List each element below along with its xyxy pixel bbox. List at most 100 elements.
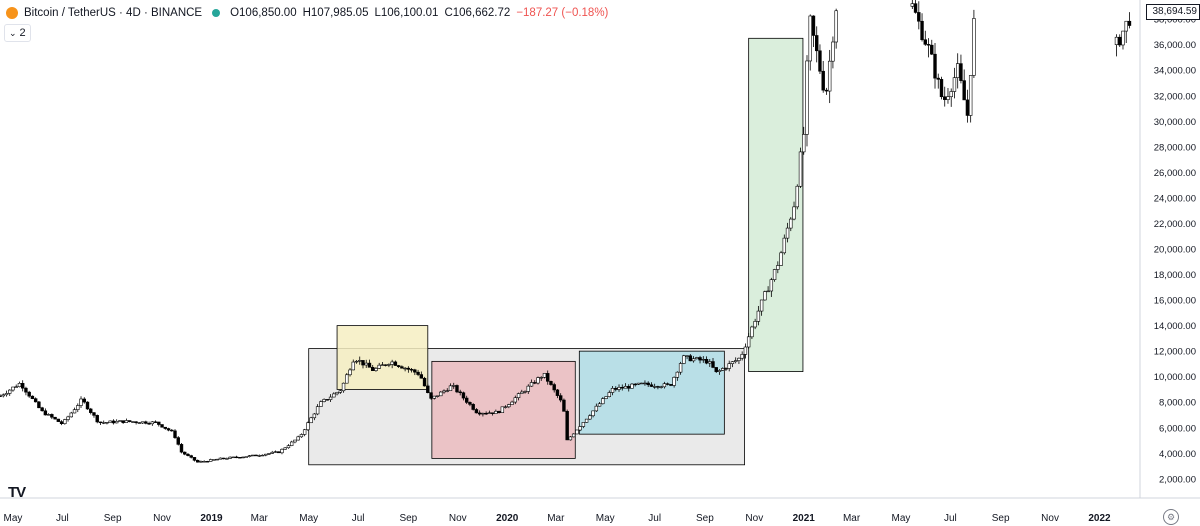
price-tick-label: 10,000.00 (1154, 372, 1196, 383)
time-tick-label: Jul (352, 513, 365, 524)
candle-body (374, 368, 378, 371)
candle-body (400, 366, 404, 369)
candle-body (27, 391, 31, 397)
candle-body (1114, 36, 1119, 45)
candle-body (659, 386, 663, 388)
candle-body (277, 451, 281, 454)
candle-body (89, 408, 93, 413)
candle-body (4, 393, 9, 396)
candle-body (264, 453, 268, 456)
candle-body (364, 362, 368, 366)
candle-body (37, 401, 41, 409)
candle-body (393, 361, 398, 366)
candle-body (529, 382, 534, 387)
candle-body (808, 15, 812, 62)
time-tick-label: Nov (1041, 513, 1059, 524)
candle-body (682, 355, 686, 364)
candle-body (69, 412, 74, 418)
candle-body (212, 459, 216, 461)
candle-body (913, 3, 918, 13)
time-tick-label: Sep (696, 513, 714, 524)
candle-body (293, 439, 297, 443)
candle-body (481, 412, 485, 415)
candle-body (701, 359, 705, 361)
candle-body (409, 369, 414, 371)
candle-body (474, 409, 479, 414)
high-value: H107,985.05 (302, 7, 369, 19)
candle-body (341, 382, 346, 392)
time-tick-label: 2021 (793, 513, 816, 524)
indicator-count: 2 (19, 27, 26, 39)
candle-body (695, 357, 699, 360)
candle-body (623, 386, 628, 389)
candle-body (965, 99, 970, 116)
price-tick-label: 12,000.00 (1154, 347, 1196, 358)
close-value: C106,662.72 (444, 7, 511, 19)
candle-body (92, 412, 96, 416)
candle-body (247, 455, 252, 457)
time-tick-label: 2022 (1088, 513, 1111, 524)
candle-body (811, 15, 816, 36)
candle-body (234, 456, 239, 459)
price-tick-label: 38,000.00 (1154, 15, 1196, 26)
candle-body (939, 79, 944, 98)
candle-body (43, 410, 48, 416)
candle-body (11, 386, 15, 391)
candle-body (273, 451, 278, 453)
candle-body (455, 385, 459, 393)
yellow-zone-box[interactable] (336, 325, 429, 390)
candle-body (390, 361, 394, 365)
candle-body (789, 218, 793, 229)
candle-body (818, 50, 822, 72)
candle-body (403, 367, 407, 370)
candle-body (730, 361, 735, 364)
price-tick-label: 26,000.00 (1154, 168, 1196, 179)
candle-body (779, 252, 783, 266)
candle-body (63, 419, 67, 424)
candle-body (225, 458, 229, 460)
candle-body (477, 412, 482, 415)
candle-body (338, 390, 342, 393)
candle-body (289, 441, 294, 446)
price-tick-label: 32,000.00 (1154, 91, 1196, 102)
candle-body (56, 418, 61, 422)
candle-body (620, 387, 624, 389)
candle-body (584, 418, 589, 423)
indicator-collapse-button[interactable]: ⌄ 2 (4, 24, 31, 42)
candle-body (108, 420, 112, 423)
candle-body (646, 382, 650, 386)
price-tick-label: 8,000.00 (1159, 398, 1196, 409)
candle-body (510, 401, 514, 405)
candle-body (555, 389, 560, 396)
candle-body (124, 420, 129, 423)
candle-body (484, 412, 488, 415)
candle-body (516, 393, 521, 399)
candle-body (678, 363, 683, 373)
candle-body (1127, 20, 1132, 26)
gear-icon[interactable]: ⚙ (1163, 509, 1179, 525)
candle-body (507, 404, 511, 408)
candle-body (471, 404, 475, 410)
candle-body (594, 405, 599, 412)
candle-body (98, 421, 103, 424)
candle-body (0, 395, 2, 397)
candle-body (260, 454, 265, 457)
blue-zone-box[interactable] (578, 350, 725, 435)
candle-body (688, 355, 693, 362)
candle-body (137, 422, 142, 424)
tradingview-logo[interactable]: TV (8, 484, 26, 501)
symbol-title[interactable]: Bitcoin / TetherUS · 4D · BINANCE (24, 7, 203, 19)
candle-body (170, 429, 174, 432)
candle-body (53, 416, 57, 420)
candle-body (105, 422, 109, 424)
candle-body (50, 414, 54, 418)
candle-body (552, 384, 556, 391)
candle-body (685, 355, 689, 357)
candle-body (672, 377, 676, 386)
candle-body (85, 401, 90, 410)
candle-body (946, 96, 950, 100)
candle-body (241, 456, 245, 459)
candle-body (221, 457, 226, 460)
